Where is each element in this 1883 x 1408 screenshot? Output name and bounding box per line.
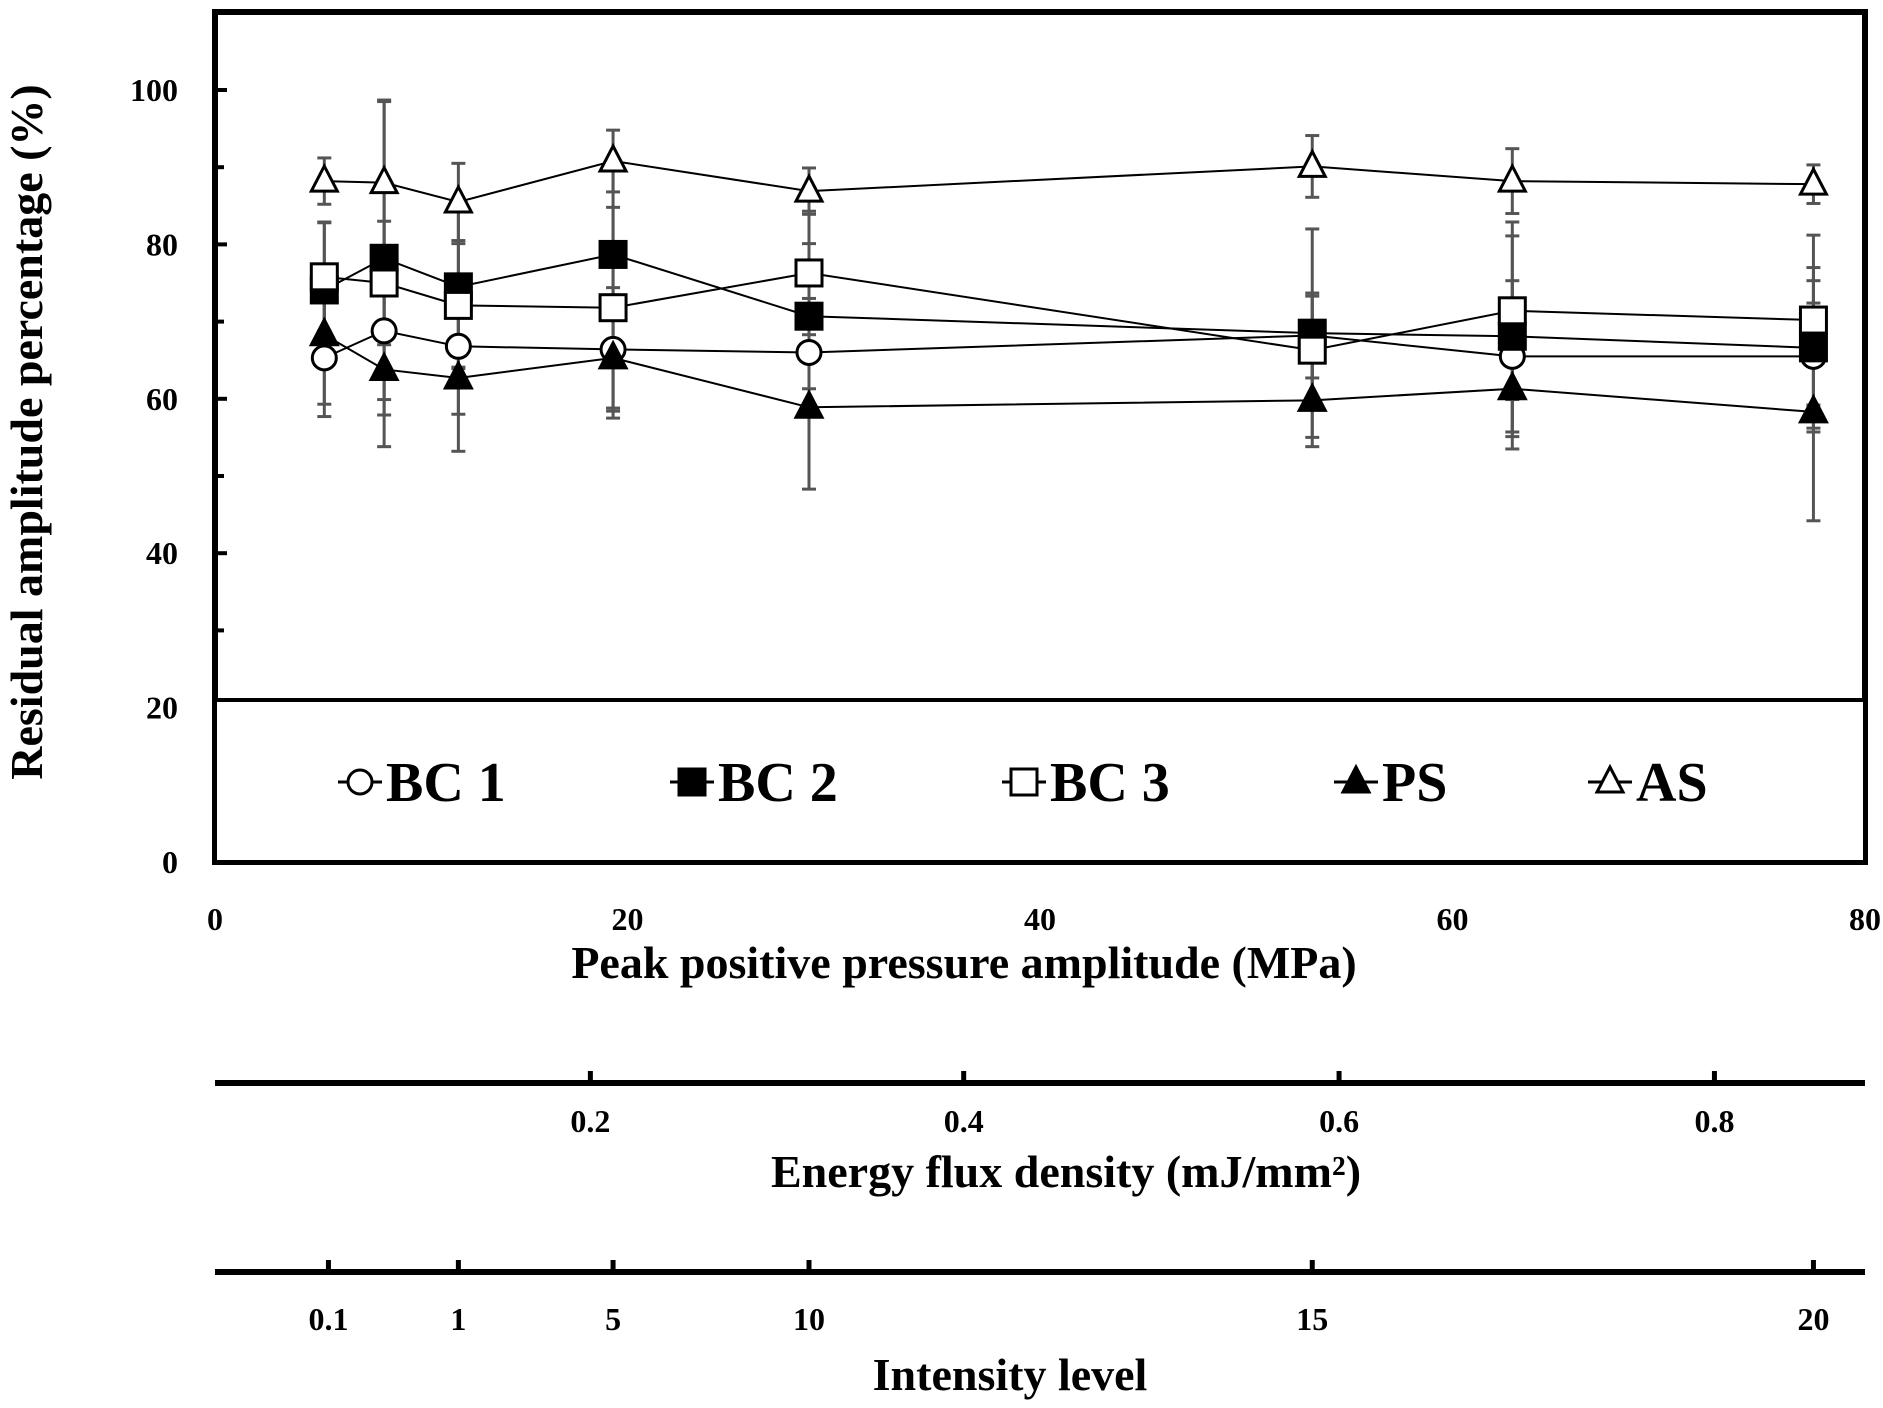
y-tick-label-0: 0 <box>162 844 178 880</box>
point-bc-2-4 <box>794 301 824 331</box>
point-bc-3-3 <box>598 293 628 323</box>
energy-flux-axis-title: Energy flux density (mJ/mm²) <box>771 1146 1361 1197</box>
series-line-as <box>324 160 1814 203</box>
y-axis-title: Residual amplitude percentage (%) <box>1 84 52 780</box>
x-tick-label-80: 80 <box>1849 901 1881 937</box>
x-tick-label-20: 20 <box>612 901 644 937</box>
point-ps-2 <box>442 359 474 390</box>
point-ps-4 <box>793 389 825 419</box>
series-markers-as <box>308 142 1829 214</box>
point-bc-3-5 <box>1297 335 1327 365</box>
point-as-2 <box>442 183 474 214</box>
point-as-0 <box>308 162 340 193</box>
point-bc-1-2 <box>444 332 472 360</box>
point-ps-1 <box>368 351 400 381</box>
y-tick-label-40: 40 <box>146 535 178 571</box>
series-layer <box>308 98 1829 523</box>
series-line-ps <box>323 333 1814 413</box>
series-markers-bc-3 <box>309 258 1828 365</box>
sec-axis-0-tick-label-1: 0.4 <box>944 1103 984 1139</box>
y-tick-label-60: 60 <box>146 381 178 417</box>
legend: BC 1 BC 2 BC 3 PS AS <box>213 698 1867 864</box>
y-tick-label-20: 20 <box>146 690 178 726</box>
point-bc-2-7 <box>1798 333 1828 363</box>
legend-label-bc-1: BC 1 <box>386 752 506 814</box>
x-tick-label-60: 60 <box>1437 901 1469 937</box>
point-as-7 <box>1797 165 1829 196</box>
series-markers-ps <box>308 316 1829 424</box>
point-ps-0 <box>308 316 340 347</box>
x-axis-title: Peak positive pressure amplitude (MPa) <box>571 937 1356 988</box>
energy-flux-axis: Energy flux density (mJ/mm²) 0.2 0.4 0.6 0.… <box>215 1071 1865 1197</box>
point-as-3 <box>597 142 629 173</box>
intensity-level-axis-title: Intensity level <box>873 1349 1148 1400</box>
point-bc-3-4 <box>794 258 824 288</box>
legend-label-ps: PS <box>1382 752 1447 814</box>
x-tick-label-0: 0 <box>207 901 223 937</box>
point-as-6 <box>1496 162 1528 193</box>
legend-label-bc-3: BC 3 <box>1050 752 1170 814</box>
legend-item-bc-2: BC 2 <box>670 752 838 814</box>
point-ps-5 <box>1296 382 1328 412</box>
legend-item-bc-3: BC 3 <box>1002 752 1170 814</box>
point-bc-1-1 <box>370 317 398 345</box>
sec-axis-0-tick-label-0: 0.2 <box>570 1103 610 1139</box>
sec-axis-1-tick-label-3: 10 <box>793 1301 825 1337</box>
point-bc-3-6 <box>1497 296 1527 326</box>
axis-ticks-layer: 0 20 40 60 80 100 0 20 40 60 80 <box>130 72 1881 937</box>
point-as-1 <box>368 164 400 195</box>
point-bc-2-1 <box>369 243 399 273</box>
x-tick-label-40: 40 <box>1024 901 1056 937</box>
sec-axis-0-tick-label-3: 0.8 <box>1694 1103 1734 1139</box>
legend-item-ps: PS <box>1334 752 1447 814</box>
point-bc-3-1 <box>369 268 399 298</box>
point-bc-2-3 <box>598 239 628 269</box>
sec-axis-1-tick-label-0: 0.1 <box>308 1301 348 1337</box>
point-bc-2-6 <box>1497 321 1527 351</box>
point-ps-7 <box>1797 393 1829 424</box>
legend-item-as: AS <box>1588 752 1708 814</box>
sec-axis-0-tick-label-2: 0.6 <box>1319 1103 1359 1139</box>
point-bc-1-4 <box>795 338 823 366</box>
point-as-4 <box>793 172 825 203</box>
y-tick-label-80: 80 <box>146 226 178 262</box>
sec-axis-1-tick-label-4: 15 <box>1296 1301 1328 1337</box>
legend-marker-bc-2 <box>677 767 707 797</box>
point-bc-1-0 <box>310 344 338 372</box>
legend-marker-as <box>1594 763 1626 794</box>
point-bc-3-7 <box>1798 305 1828 335</box>
point-ps-6 <box>1496 370 1528 401</box>
point-ps-3 <box>597 339 629 370</box>
y-tick-label-100: 100 <box>130 72 178 108</box>
point-as-5 <box>1296 148 1328 178</box>
sec-axis-1-tick-label-2: 5 <box>605 1301 621 1337</box>
sec-axis-1-tick-label-1: 1 <box>450 1301 466 1337</box>
legend-marker-ps <box>1340 763 1372 794</box>
point-bc-3-2 <box>443 290 473 320</box>
legend-marker-bc-3 <box>1009 767 1039 797</box>
legend-label-as: AS <box>1636 752 1708 814</box>
point-bc-3-0 <box>309 262 339 292</box>
legend-label-bc-2: BC 2 <box>718 752 838 814</box>
legend-marker-bc-1 <box>346 768 374 796</box>
legend-item-bc-1: BC 1 <box>338 752 506 814</box>
intensity-level-axis: Intensity level 0.1 1 5 10 15 20 <box>215 1260 1865 1400</box>
sec-axis-1-tick-label-5: 20 <box>1797 1301 1829 1337</box>
